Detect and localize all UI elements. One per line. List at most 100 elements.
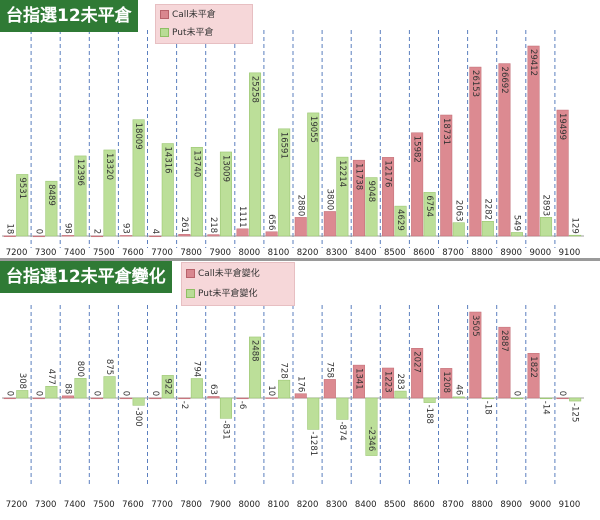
call-label-8800: 3505 <box>470 315 480 337</box>
call-bar-8400 <box>352 159 365 237</box>
call-bar-7600 <box>120 235 133 237</box>
call-bar-7300 <box>32 235 45 238</box>
call-label-7700: 0 <box>150 391 160 396</box>
put-label-8600: 6754 <box>424 195 434 217</box>
put-bar-8900 <box>510 397 523 400</box>
call-bar-7600 <box>120 397 133 400</box>
call-bar-8000 <box>236 397 249 400</box>
put-label-8600: -188 <box>424 405 434 424</box>
call-bar-7800 <box>178 234 191 237</box>
category-label-8600: 8600 <box>413 248 435 258</box>
put-label-8900: 0 <box>511 391 521 396</box>
put-label-8400: 9048 <box>366 181 376 203</box>
put-label-7800: 794 <box>191 361 201 377</box>
put-bar-8200 <box>307 397 320 430</box>
put-label-7700: 14316 <box>162 147 172 174</box>
call-label-8700: 1208 <box>441 371 451 393</box>
call-label-8600: 2027 <box>412 351 422 373</box>
call-bar-7500 <box>91 235 104 238</box>
put-bar-9100 <box>569 234 582 237</box>
put-label-8700: 2063 <box>453 200 463 222</box>
category-label-9100: 9100 <box>559 500 581 510</box>
call-label-8200: 2880 <box>295 195 305 217</box>
call-label-7500: 0 <box>92 391 102 396</box>
call-label-8200: 176 <box>295 376 305 392</box>
category-label-7700: 7700 <box>151 248 173 258</box>
call-bar-8800 <box>469 66 482 237</box>
call-bar-7800 <box>178 397 191 400</box>
put-label-7500: 875 <box>104 359 114 375</box>
call-label-9000: 29412 <box>528 49 538 76</box>
call-bar-8600 <box>411 132 424 237</box>
put-bar-7500 <box>103 149 116 237</box>
call-label-8100: 10 <box>266 385 276 396</box>
put-bar-9000 <box>540 217 553 237</box>
put-label-8200: -1281 <box>308 431 318 456</box>
put-label-7800: 13740 <box>191 150 201 177</box>
put-label-7700: 922 <box>162 378 172 394</box>
call-label-7500: 2 <box>92 229 102 234</box>
call-bar-7400 <box>61 395 74 399</box>
call-bar-8400 <box>352 364 365 399</box>
call-label-7400: 98 <box>62 223 72 234</box>
call-label-7200: 0 <box>4 391 14 396</box>
put-label-7200: 9531 <box>17 177 27 199</box>
legend-put-oi: Put未平倉 <box>160 26 214 40</box>
category-label-8300: 8300 <box>326 500 348 510</box>
category-label-7200: 7200 <box>6 248 28 258</box>
put-label-8800: 2282 <box>482 198 492 220</box>
call-bar-8700 <box>440 114 453 237</box>
put-label-8100: 16591 <box>279 132 289 159</box>
category-label-8900: 8900 <box>500 248 522 258</box>
call-bar-7300 <box>32 397 45 400</box>
put-label-8100: 728 <box>279 363 289 379</box>
category-label-9100: 9100 <box>559 248 581 258</box>
put-bar-9100 <box>569 397 582 402</box>
put-bar-8800 <box>481 397 494 400</box>
legend-call-oi-label: Call未平倉 <box>172 10 216 20</box>
put-bar-7800 <box>190 146 203 237</box>
category-label-8000: 8000 <box>239 500 261 510</box>
category-label-7800: 7800 <box>180 248 202 258</box>
call-bar-7200 <box>3 235 16 237</box>
category-label-8100: 8100 <box>268 500 290 510</box>
put-bar-8400 <box>365 397 378 456</box>
category-label-8200: 8200 <box>297 500 319 510</box>
call-label-7800: 261 <box>179 217 189 233</box>
put-bar-8800 <box>481 221 494 237</box>
call-label-8000: -6 <box>237 401 247 409</box>
legend-call-change: Call未平倉變化 <box>186 267 260 281</box>
call-bar-8600 <box>411 348 424 399</box>
put-bar-8700 <box>452 222 465 237</box>
call-label-8800: 26153 <box>470 70 480 97</box>
call-bar-8200 <box>294 217 307 237</box>
call-bar-8900 <box>498 326 511 399</box>
oi-chart-plot: 18 0 98 2 93 4 261 218 1111 656 2880 3800 11738 12176… <box>2 30 584 258</box>
call-label-7800: -2 <box>179 401 189 409</box>
category-label-8800: 8800 <box>471 500 493 510</box>
call-bar-8800 <box>469 311 482 399</box>
call-label-8900: 26692 <box>499 67 509 94</box>
put-bar-7200 <box>16 390 29 399</box>
category-label-8000: 8000 <box>239 248 261 258</box>
call-label-8400: 11738 <box>353 163 363 190</box>
put-bar-7300 <box>45 180 58 237</box>
put-bar-8300 <box>336 156 349 237</box>
call-bar-9100 <box>556 397 569 400</box>
put-bar-8400 <box>365 177 378 237</box>
put-label-9100: -125 <box>570 403 580 422</box>
category-label-7400: 7400 <box>64 500 86 510</box>
category-label-7900: 7900 <box>209 248 231 258</box>
call-bar-8300 <box>323 211 336 237</box>
put-label-8400: -2346 <box>366 427 376 452</box>
category-label-7900: 7900 <box>209 500 231 510</box>
call-bar-7700 <box>149 235 162 238</box>
call-bar-7900 <box>207 234 220 237</box>
put-label-8200: 19055 <box>308 116 318 143</box>
put-bar-7400 <box>74 155 87 237</box>
put-label-8000: 25258 <box>250 76 260 103</box>
category-label-8200: 8200 <box>297 248 319 258</box>
put-bar-8600 <box>423 397 436 403</box>
legend-swatch-put <box>160 28 169 37</box>
